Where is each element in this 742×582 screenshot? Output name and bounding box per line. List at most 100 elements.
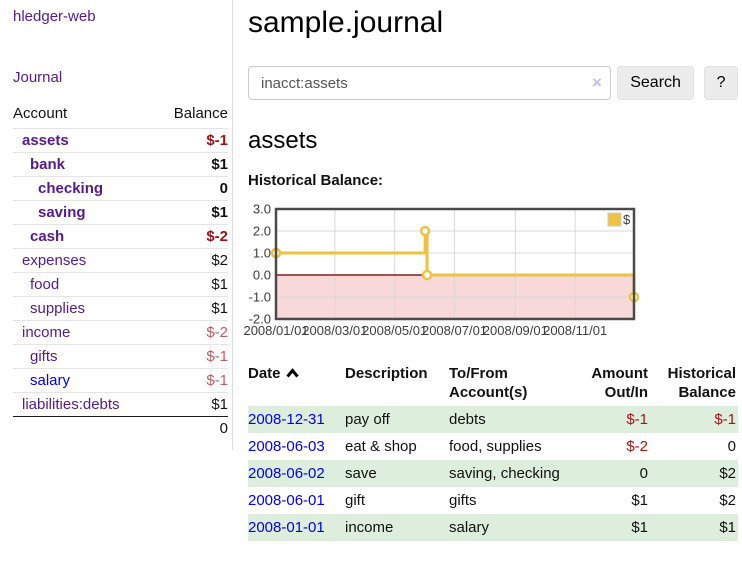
column-header-description: Description: [345, 365, 428, 382]
txn-balance: $1: [719, 519, 736, 536]
account-row: gifts $-1: [13, 344, 228, 369]
svg-text:-1.0: -1.0: [249, 290, 271, 305]
svg-text:1.0: 1.0: [253, 246, 271, 261]
legend-swatch: [607, 212, 622, 227]
page-title: sample.journal: [248, 6, 444, 39]
account-link[interactable]: bank: [30, 156, 66, 173]
txn-description: pay off: [345, 411, 390, 428]
sidebar-item-journal[interactable]: Journal: [13, 69, 63, 86]
txn-accounts: debts: [449, 411, 486, 428]
column-header-balance: Historical Balance: [667, 365, 736, 401]
accounts-header-balance: Balance: [173, 105, 228, 122]
account-balance: 0: [219, 180, 228, 197]
account-row: checking 0: [13, 176, 228, 201]
accounts-total-value: 0: [219, 420, 228, 437]
account-link[interactable]: liabilities:debts: [22, 396, 120, 413]
column-header-accounts: To/From Account(s): [449, 365, 528, 401]
account-link[interactable]: food: [30, 276, 60, 293]
svg-text:2.0: 2.0: [253, 224, 271, 239]
account-balance: $2: [211, 252, 228, 269]
account-link[interactable]: supplies: [30, 300, 86, 317]
account-link[interactable]: saving: [38, 204, 86, 221]
search-form: × Search ?: [248, 66, 738, 100]
svg-text:-2.0: -2.0: [249, 312, 271, 327]
sort-up-icon: [285, 368, 299, 378]
txn-date-link[interactable]: 2008-06-01: [248, 492, 325, 509]
column-header-date[interactable]: Date: [248, 362, 345, 406]
clear-search-icon[interactable]: ×: [591, 73, 602, 92]
txn-date-link[interactable]: 2008-06-03: [248, 438, 325, 455]
data-point-marker: [421, 269, 433, 281]
account-balance: $1: [211, 204, 228, 221]
svg-text:0.0: 0.0: [253, 268, 271, 283]
account-link[interactable]: income: [22, 324, 71, 341]
account-link[interactable]: expenses: [22, 252, 87, 269]
account-balance: $-2: [206, 228, 228, 245]
svg-text:2008/03/01: 2008/03/01: [302, 323, 367, 338]
accounts-total-row: 0: [13, 416, 228, 441]
account-link[interactable]: assets: [22, 132, 69, 149]
accounts-table: Account Balance assets $-1 bank $1 check…: [13, 101, 228, 440]
account-row: supplies $1: [13, 296, 228, 321]
svg-text:2008/09/01: 2008/09/01: [483, 323, 548, 338]
data-point-marker: [419, 225, 431, 237]
svg-text:3.0: 3.0: [253, 202, 271, 217]
txn-accounts: gifts: [449, 492, 477, 509]
svg-text:2008/01/01: 2008/01/01: [243, 323, 308, 338]
column-header-amount: Amount Out/In: [591, 365, 648, 401]
table-row: 2008-06-02 save saving, checking 0 $2: [248, 460, 738, 487]
svg-text:2008/11/01: 2008/11/01: [543, 323, 607, 338]
txn-date-link[interactable]: 2008-12-31: [248, 411, 325, 428]
account-balance: $-2: [206, 324, 228, 341]
account-balance: $1: [211, 300, 228, 317]
account-balance: $1: [211, 396, 228, 413]
txn-balance: 0: [727, 438, 736, 455]
txn-description: gift: [345, 492, 366, 509]
txn-amount: $-1: [626, 411, 648, 428]
table-row: 2008-06-01 gift gifts $1 $2: [248, 487, 738, 514]
account-row: liabilities:debts $1: [13, 392, 228, 417]
txn-amount: $1: [631, 519, 648, 536]
account-balance: $1: [211, 156, 228, 173]
search-input[interactable]: [248, 66, 611, 100]
account-link[interactable]: cash: [30, 228, 65, 245]
txn-date-link[interactable]: 2008-06-02: [248, 465, 325, 482]
chart-title: Historical Balance:: [248, 172, 384, 189]
txn-amount: $-2: [626, 438, 648, 455]
txn-balance: $2: [719, 492, 736, 509]
account-balance: $-1: [206, 348, 228, 365]
txn-accounts: saving, checking: [449, 465, 560, 482]
txn-description: save: [345, 465, 377, 482]
legend-label: $: [623, 212, 631, 227]
account-row: expenses $2: [13, 248, 228, 273]
help-button[interactable]: ?: [704, 66, 738, 100]
txn-amount: $1: [631, 492, 648, 509]
table-row: 2008-12-31 pay off debts $-1 $-1: [248, 406, 738, 433]
svg-text:2008/05/01: 2008/05/01: [362, 323, 427, 338]
account-row: assets $-1: [13, 128, 228, 153]
txn-description: eat & shop: [345, 438, 417, 455]
txn-description: income: [345, 519, 394, 536]
balance-chart: 3.0 2.0 1.0 0.0 -1.0 -2.02008/01/012008/03/01…: [243, 202, 640, 338]
account-row: salary $-1: [13, 368, 228, 393]
sidebar: hledger-web Journal Account Balance asse…: [0, 0, 233, 450]
account-heading: assets: [248, 127, 318, 154]
account-link[interactable]: salary: [30, 372, 71, 389]
account-link[interactable]: checking: [38, 180, 104, 197]
app-brand-link[interactable]: hledger-web: [13, 8, 96, 25]
account-row: food $1: [13, 272, 228, 297]
account-balance: $-1: [206, 372, 228, 389]
search-button[interactable]: Search: [616, 66, 695, 100]
account-row: saving $1: [13, 200, 228, 225]
account-row: income $-2: [13, 320, 228, 345]
account-balance: $-1: [206, 132, 228, 149]
svg-text:2008/07/01: 2008/07/01: [422, 323, 487, 338]
account-balance: $1: [211, 276, 228, 293]
account-link[interactable]: gifts: [30, 348, 58, 365]
txn-accounts: salary: [449, 519, 490, 536]
table-row: 2008-06-03 eat & shop food, supplies $-2…: [248, 433, 738, 460]
txn-balance: $-1: [714, 411, 736, 428]
txn-amount: 0: [639, 465, 648, 482]
main-content: sample.journal × Search ? assets Histori…: [243, 0, 738, 541]
txn-date-link[interactable]: 2008-01-01: [248, 519, 325, 536]
